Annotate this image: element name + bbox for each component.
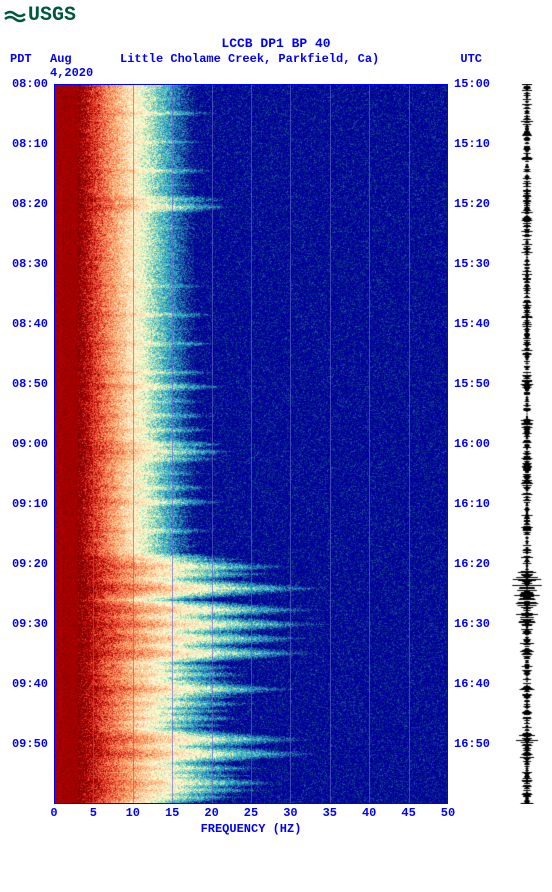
y-axis-left: 08:0008:1008:2008:3008:4008:5009:0009:10… — [0, 84, 52, 804]
x-tick: 35 — [323, 806, 337, 820]
x-tick: 15 — [165, 806, 179, 820]
grid-line — [290, 84, 291, 804]
y-tick-right: 15:30 — [454, 257, 490, 271]
grid-line — [251, 84, 252, 804]
spectrogram-plot — [54, 84, 448, 804]
y-tick-right: 16:20 — [454, 557, 490, 571]
waveform-canvas — [505, 84, 549, 804]
x-tick: 20 — [204, 806, 218, 820]
y-tick-right: 16:00 — [454, 437, 490, 451]
y-tick-left: 09:10 — [12, 497, 48, 511]
subtitle-row: PDT Aug 4,2020 Little Cholame Creek, Par… — [10, 52, 542, 80]
y-tick-right: 15:00 — [454, 77, 490, 91]
grid-line — [172, 84, 173, 804]
y-tick-left: 08:40 — [12, 317, 48, 331]
x-tick: 45 — [401, 806, 415, 820]
x-tick: 40 — [362, 806, 376, 820]
x-tick: 50 — [441, 806, 455, 820]
y-tick-left: 09:00 — [12, 437, 48, 451]
y-tick-right: 15:40 — [454, 317, 490, 331]
x-tick: 0 — [50, 806, 57, 820]
wave-icon — [4, 5, 26, 27]
y-tick-left: 09:30 — [12, 617, 48, 631]
y-tick-left: 08:50 — [12, 377, 48, 391]
location-label: Little Cholame Creek, Parkfield, Ca) — [120, 52, 432, 80]
x-tick: 5 — [90, 806, 97, 820]
y-tick-right: 15:20 — [454, 197, 490, 211]
grid-line — [369, 84, 370, 804]
logo-text: USGS — [28, 4, 76, 27]
y-tick-right: 16:50 — [454, 737, 490, 751]
y-tick-left: 08:20 — [12, 197, 48, 211]
y-tick-right: 16:40 — [454, 677, 490, 691]
x-axis-label: FREQUENCY (HZ) — [54, 822, 448, 836]
grid-line — [330, 84, 331, 804]
grid-line — [409, 84, 410, 804]
y-tick-left: 08:10 — [12, 137, 48, 151]
waveform-plot — [505, 84, 549, 804]
usgs-logo: USGS — [4, 4, 76, 27]
y-tick-right: 16:10 — [454, 497, 490, 511]
x-tick: 30 — [283, 806, 297, 820]
y-tick-right: 15:10 — [454, 137, 490, 151]
grid-line — [93, 84, 94, 804]
y-tick-right: 15:50 — [454, 377, 490, 391]
y-tick-left: 09:20 — [12, 557, 48, 571]
date-label: Aug 4,2020 — [50, 52, 120, 80]
y-tick-left: 09:40 — [12, 677, 48, 691]
x-tick: 10 — [126, 806, 140, 820]
pdt-label: PDT — [10, 52, 50, 80]
grid-line — [212, 84, 213, 804]
y-tick-right: 16:30 — [454, 617, 490, 631]
y-axis-right: 15:0015:1015:2015:3015:4015:5016:0016:10… — [450, 84, 502, 804]
x-tick: 25 — [244, 806, 258, 820]
chart-title: LCCB DP1 BP 40 — [0, 36, 552, 51]
utc-label: UTC — [432, 52, 482, 80]
grid-line — [133, 84, 134, 804]
y-tick-left: 09:50 — [12, 737, 48, 751]
y-tick-left: 08:30 — [12, 257, 48, 271]
y-tick-left: 08:00 — [12, 77, 48, 91]
